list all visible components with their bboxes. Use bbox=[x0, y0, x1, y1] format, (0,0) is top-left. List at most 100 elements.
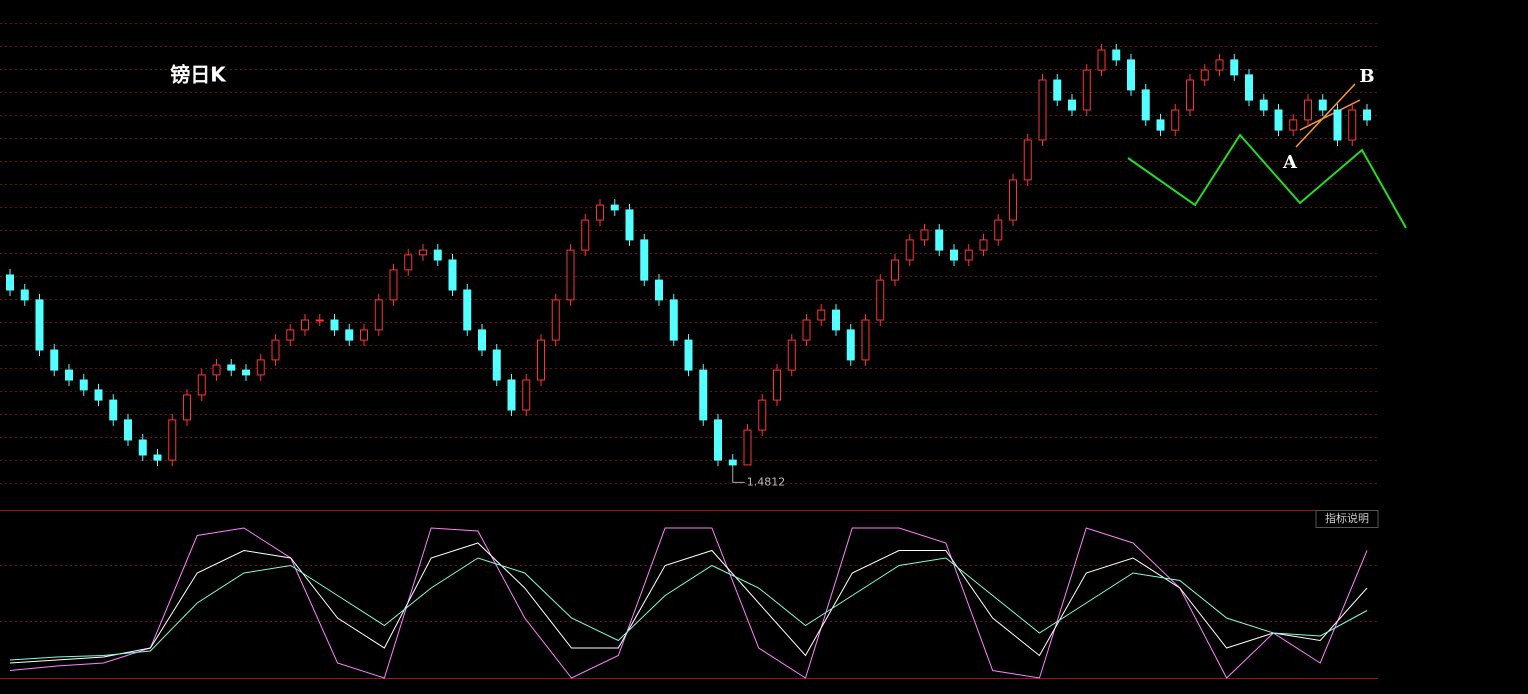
candle-body bbox=[124, 419, 132, 441]
candle-body bbox=[581, 219, 590, 251]
candle-body bbox=[1274, 109, 1283, 131]
candle-body bbox=[817, 309, 826, 321]
candle-body bbox=[714, 419, 722, 461]
candle-body bbox=[846, 329, 855, 361]
candle-body bbox=[979, 239, 988, 251]
low-label: 1.4812 bbox=[747, 475, 786, 488]
candle-body bbox=[773, 369, 781, 401]
candle-body bbox=[537, 339, 545, 381]
candle-body bbox=[1127, 59, 1135, 91]
candle-body bbox=[1097, 49, 1106, 71]
indicator-line bbox=[9, 527, 1368, 679]
candle-body bbox=[286, 329, 295, 341]
candle-body bbox=[522, 379, 531, 411]
indicator-line bbox=[9, 557, 1368, 661]
candle-body bbox=[197, 374, 206, 396]
indicator-line bbox=[9, 542, 1368, 664]
candle-body bbox=[301, 319, 309, 331]
candle-body bbox=[1186, 79, 1194, 111]
candle-body bbox=[743, 429, 752, 466]
candle-body bbox=[448, 259, 457, 291]
candle-body bbox=[256, 359, 265, 376]
candle-body bbox=[183, 394, 191, 421]
candle-body bbox=[463, 289, 472, 331]
candle-body bbox=[832, 309, 840, 331]
candle-body bbox=[94, 389, 103, 401]
grid-pattern bbox=[0, 20, 1378, 490]
low-leader bbox=[732, 466, 745, 483]
candle-body bbox=[227, 364, 236, 371]
candle-body bbox=[1230, 59, 1239, 76]
annotation: B bbox=[1359, 66, 1374, 87]
candle-body bbox=[138, 439, 147, 456]
pattern-line bbox=[1127, 133, 1407, 229]
candle-body bbox=[802, 319, 811, 341]
candle-body bbox=[507, 379, 516, 411]
candle-body bbox=[242, 369, 250, 376]
candle-body bbox=[1289, 119, 1298, 131]
candle-body bbox=[655, 279, 663, 301]
candle-body bbox=[20, 289, 29, 301]
candle-body bbox=[330, 319, 339, 331]
candle-body bbox=[109, 399, 118, 421]
candle-body bbox=[758, 399, 767, 431]
candle-body bbox=[478, 329, 486, 351]
candle-body bbox=[876, 279, 885, 321]
candle-body bbox=[787, 339, 796, 371]
candle-body bbox=[935, 229, 944, 251]
chart-title: 镑日K bbox=[170, 63, 227, 87]
candle-body bbox=[950, 249, 958, 261]
candle-body bbox=[566, 249, 575, 301]
candle-body bbox=[728, 459, 737, 466]
candle-body bbox=[212, 364, 221, 376]
candle-body bbox=[1304, 99, 1312, 121]
candle-body bbox=[610, 204, 619, 211]
candle-body bbox=[684, 339, 693, 371]
candle-body bbox=[345, 329, 354, 341]
candle-body bbox=[861, 319, 870, 361]
candle-body bbox=[669, 299, 678, 341]
candle-body bbox=[1082, 69, 1091, 111]
candle-body bbox=[1009, 179, 1017, 221]
candle-body bbox=[1053, 79, 1062, 101]
candle-body bbox=[315, 319, 324, 322]
candle-body bbox=[891, 259, 899, 281]
candle-body bbox=[1171, 109, 1180, 131]
channel-line bbox=[1299, 99, 1361, 131]
candle-body bbox=[433, 249, 442, 261]
candle-body bbox=[551, 299, 560, 341]
candle-body bbox=[1259, 99, 1268, 111]
candle-body bbox=[419, 249, 427, 256]
candle-body bbox=[920, 229, 929, 241]
candle-body bbox=[625, 209, 634, 241]
candle-body bbox=[35, 299, 44, 351]
candle-body bbox=[1038, 79, 1047, 141]
candle-body bbox=[65, 369, 73, 381]
candle-body bbox=[1245, 74, 1253, 101]
channel-line bbox=[1295, 83, 1356, 148]
candle-body bbox=[1348, 109, 1357, 141]
candle-body bbox=[389, 269, 398, 301]
candle-body bbox=[1333, 109, 1342, 141]
candle-body bbox=[168, 419, 177, 461]
indicator-button[interactable] bbox=[1315, 510, 1379, 528]
candle-body bbox=[360, 329, 368, 341]
candle-body bbox=[699, 369, 708, 421]
indicator-button-label[interactable]: 指标说明 bbox=[1325, 511, 1369, 525]
candle-body bbox=[1363, 109, 1371, 121]
candle-body bbox=[1068, 99, 1076, 111]
candle-body bbox=[404, 254, 413, 271]
candle-body bbox=[1215, 59, 1224, 71]
candle-body bbox=[79, 379, 88, 391]
candle-body bbox=[1200, 69, 1209, 81]
candle-body bbox=[994, 219, 1003, 241]
candle-body bbox=[964, 249, 973, 261]
candle-body bbox=[50, 349, 59, 371]
candle-body bbox=[153, 454, 162, 461]
candle-body bbox=[492, 349, 501, 381]
candle-body bbox=[1112, 49, 1121, 61]
candle-body bbox=[1023, 139, 1032, 181]
annotation: A bbox=[1282, 152, 1298, 173]
candle-body bbox=[1141, 89, 1150, 121]
